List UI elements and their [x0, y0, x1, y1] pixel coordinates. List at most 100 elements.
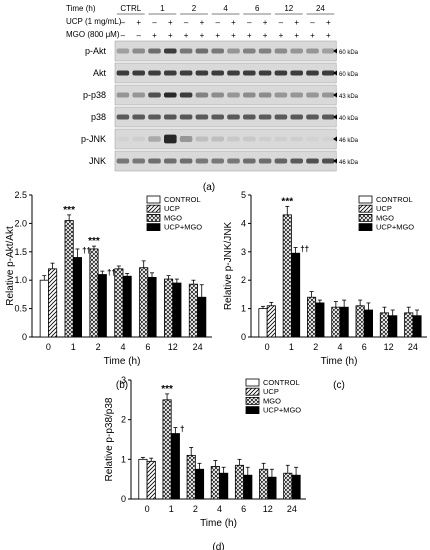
blot-band	[258, 136, 272, 142]
bar-mgo	[331, 306, 341, 338]
legend-swatch	[245, 396, 260, 405]
marker-arrow-icon	[333, 158, 337, 164]
blot-band	[322, 48, 335, 54]
blot-band	[211, 92, 224, 98]
blot-strip	[114, 106, 337, 128]
legend-swatch	[358, 195, 373, 204]
bar-mgo	[188, 283, 198, 338]
bar-mgo	[283, 472, 293, 500]
blot-band	[116, 114, 130, 120]
y-tick-label: 2	[241, 275, 246, 285]
blot-band	[306, 158, 319, 164]
blot-band	[211, 48, 224, 54]
y-axis-label: Relative p-JNK/JNK	[223, 221, 234, 310]
blot-time-group: 1	[160, 4, 165, 13]
blot-mgo-sign: +	[152, 31, 157, 40]
x-tick-label: 2	[193, 504, 198, 514]
blot-band	[274, 136, 288, 142]
blot-band	[274, 158, 288, 164]
x-tick-label: 24	[193, 342, 203, 352]
blot-ucp-sign: –	[310, 18, 315, 27]
bar-control	[258, 308, 268, 338]
blot-band	[274, 114, 288, 120]
blot-band	[290, 114, 303, 120]
blot-time-label: Time (h)	[66, 4, 96, 13]
blot-rows: p-Akt 60 kDa Akt 60 kDa p-p38 43 kDa p38 40 kDa…	[81, 40, 359, 172]
x-tick-label: 0	[265, 342, 270, 352]
bar-mgo	[234, 464, 245, 500]
blot-mgo-label: MGO (800 μM)	[66, 30, 120, 39]
blot-strip	[114, 84, 337, 106]
x-tick-label: 4	[337, 342, 342, 352]
legend-swatch	[358, 204, 373, 213]
blot-band	[179, 158, 193, 164]
x-tick-label: 12	[263, 504, 273, 514]
bar-mgo	[186, 454, 196, 500]
blot-band	[290, 136, 303, 142]
y-tick-label: 5	[241, 190, 246, 200]
bar-mgo	[162, 399, 172, 500]
blot-kda-label: 60 kDa	[339, 50, 359, 56]
bar-ucp	[48, 268, 58, 338]
blot-time-group: 4	[223, 4, 228, 13]
x-axis-label: Time (h)	[104, 356, 141, 367]
x-axis-label: Time (h)	[200, 518, 237, 529]
bar-ucp-mgo	[122, 275, 132, 338]
blot-row: p-Akt 60 kDa	[85, 40, 359, 62]
bar-ucp-mgo	[197, 296, 207, 338]
blot-ucp-sign: +	[200, 18, 205, 27]
blot-row: p-p38 43 kDa	[83, 84, 359, 106]
bar-ucp-mgo	[147, 276, 157, 338]
blot-band	[243, 136, 256, 142]
blot-band	[227, 114, 240, 120]
blot-band	[179, 48, 193, 54]
blot-band	[306, 114, 319, 120]
blot-band	[211, 158, 224, 164]
blot-band	[274, 48, 288, 54]
blot-band	[227, 136, 240, 142]
blot-ucp-sign: +	[136, 18, 141, 27]
y-tick-label: 1.5	[14, 247, 27, 257]
legend-label: CONTROL	[164, 195, 201, 204]
blot-ucp-sign: +	[294, 18, 299, 27]
blot-ucp-sign: +	[263, 18, 268, 27]
blot-band	[195, 114, 209, 120]
blot-band	[322, 158, 335, 164]
blot-band	[195, 158, 209, 164]
blot-mgo-sign: +	[310, 31, 315, 40]
legend-label: UCP	[263, 387, 279, 396]
legend-swatch	[146, 204, 161, 213]
blot-row: p38 40 kDa	[91, 106, 359, 128]
x-tick-label: 0	[145, 504, 150, 514]
blot-band	[164, 48, 177, 54]
blot-ucp-sign: –	[121, 18, 126, 27]
y-tick-label: 0	[241, 332, 246, 342]
bar-ucp-mgo	[219, 472, 229, 500]
blot-mgo-sign: +	[168, 31, 173, 40]
y-axis-label: Relative p-Akt/Akt	[5, 226, 16, 306]
y-tick-label: 0	[121, 494, 126, 504]
x-tick-label: 12	[168, 342, 178, 352]
blot-band	[132, 114, 145, 120]
blot-band	[274, 92, 288, 98]
blot-band	[306, 48, 319, 54]
x-axis-label: Time (h)	[321, 356, 358, 367]
bar-ucp	[146, 460, 156, 500]
bar-mgo	[164, 278, 174, 338]
x-tick-label: 4	[120, 342, 125, 352]
blot-row-label: JNK	[89, 156, 106, 166]
blot-ucp-label: UCP (1 mg/mL)	[66, 17, 122, 26]
legend-label: UCP+MGO	[376, 223, 414, 232]
bar-mgo	[210, 466, 220, 500]
legend-label: UCP	[164, 204, 180, 213]
blot-mgo-sign: +	[247, 31, 252, 40]
blot-row: p-JNK 46 kDa	[81, 128, 359, 150]
blot-band	[132, 136, 145, 142]
legend-swatch	[245, 387, 260, 396]
significance-annotation: ††	[82, 246, 91, 255]
legend-label: MGO	[376, 213, 394, 222]
blot-band	[290, 48, 303, 54]
blot-row: Akt 60 kDa	[93, 62, 359, 84]
